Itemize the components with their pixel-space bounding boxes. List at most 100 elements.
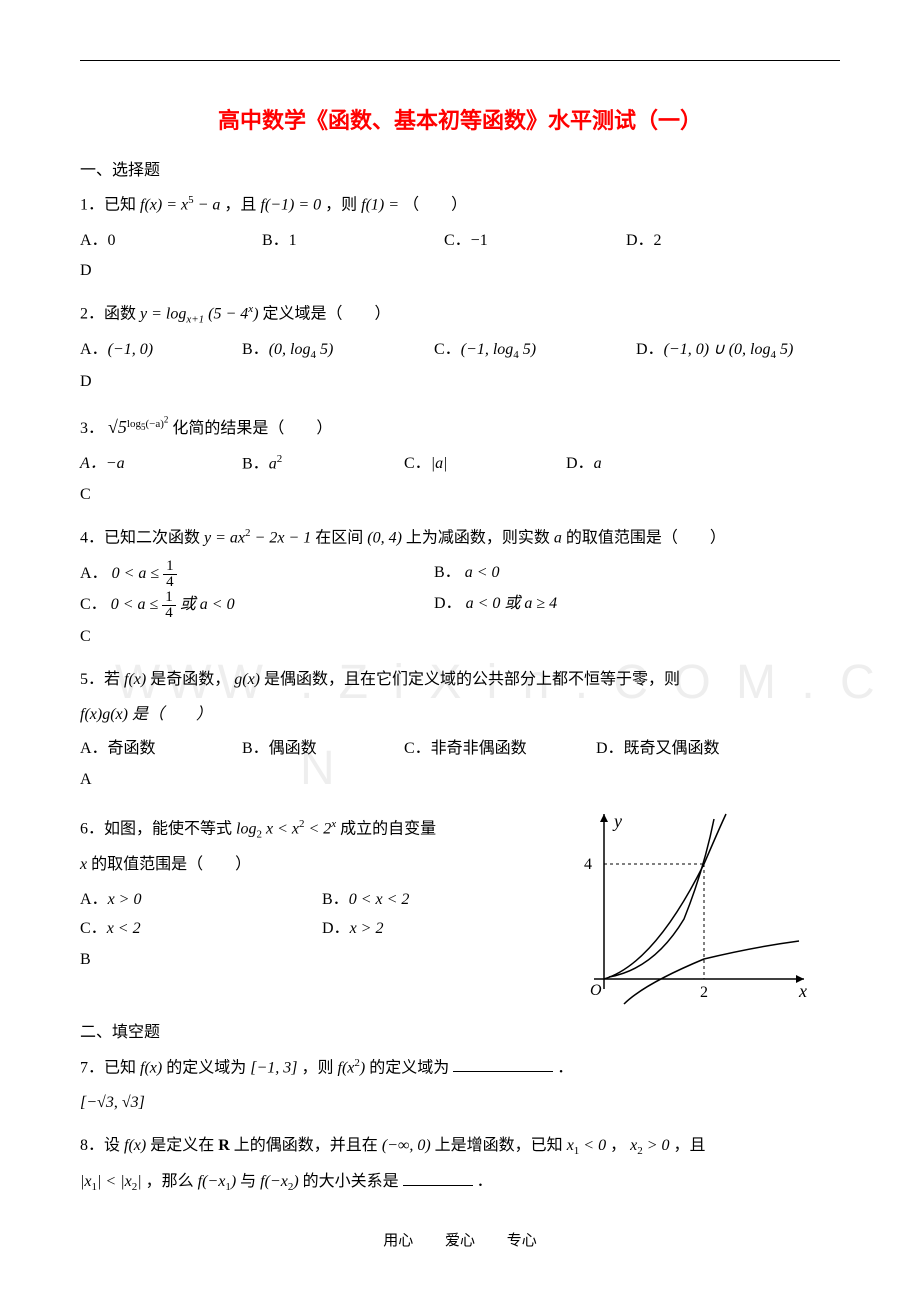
q4-int: (0, 4) <box>367 529 402 546</box>
q1-expr-post: − a <box>194 197 221 214</box>
q6-mid: x < x <box>266 820 299 837</box>
q8-line2: |x1| < |x2| ，那么 f(−x1) 与 f(−x2) 的大小关系是 ． <box>80 1168 840 1198</box>
q4-c-den: 4 <box>162 606 176 621</box>
q6-c-pre: C． <box>80 920 107 937</box>
q6-l2: 的取值范围是（ ） <box>91 856 251 873</box>
q4-stem: 4．已知二次函数 y = ax2 − 2x − 1 在区间 (0, 4) 上为减… <box>80 524 840 553</box>
q4-y: y = ax <box>204 529 245 546</box>
q3-a: A．−a <box>80 455 125 472</box>
q7-ans-mid: , <box>114 1094 122 1111</box>
q1-mid: ，且 <box>224 197 260 214</box>
q4-c-left: 0 < a ≤ <box>111 596 163 613</box>
q3-pre: 3． <box>80 420 104 437</box>
q8-fx2-close: ) <box>293 1173 298 1190</box>
q6-answer: B <box>80 946 540 975</box>
q3-exp-sup: 2 <box>164 414 169 424</box>
q2-c-pre: C． <box>434 341 461 358</box>
q4-d: a < 0 或 a ≥ 4 <box>466 595 558 612</box>
q5-f: f(x) <box>124 671 146 688</box>
q2-stem: 2．函数 y = logx+1 (5 − 4x) 定义域是（ ） <box>80 300 840 330</box>
q7-fx2: f(x <box>338 1059 355 1076</box>
q4-options: A． 0 < a ≤ 14 B． a < 0 C． 0 < a ≤ 14 或 a… <box>80 559 840 621</box>
q8-c1: < 0 <box>583 1137 606 1154</box>
section-1-label: 一、选择题 <box>80 157 840 186</box>
footer-b: 爱心 <box>445 1233 475 1249</box>
q3-opt-a: A．−a <box>80 450 200 479</box>
q1-opt-b: B．1 <box>262 227 402 256</box>
q8-R: R <box>218 1137 230 1154</box>
q3-exp: log5(−a)2 <box>127 418 168 430</box>
q7-period: ． <box>557 1059 573 1076</box>
q8-f: f(x) <box>124 1137 146 1154</box>
q7-mid: 的定义域为 <box>166 1059 250 1076</box>
q4-a: a <box>554 529 562 546</box>
q8-l2-close: | <box>137 1173 141 1190</box>
q4-pre: 4．已知二次函数 <box>80 529 204 546</box>
q5-opt-a: A．奇函数 <box>80 735 200 764</box>
q8-pre: 8．设 <box>80 1137 124 1154</box>
q4-opt-c: C． 0 < a ≤ 14 或 a < 0 <box>80 590 430 621</box>
q8-and: 与 <box>240 1173 260 1190</box>
q2-pre: 2．函数 <box>80 305 140 322</box>
q4-d-pre: D． <box>434 595 462 612</box>
q1-opt-d: D．2 <box>626 227 662 256</box>
q6-lt: < 2 <box>308 820 331 837</box>
q3-exp-pre: log <box>127 418 141 430</box>
q6-figure: y x O 2 4 <box>554 809 814 1009</box>
q4-opt-a: A． 0 < a ≤ 14 <box>80 559 430 590</box>
q8-period: ． <box>477 1173 493 1190</box>
q6-sub: 2 <box>256 829 262 841</box>
q8-comma: ， <box>610 1137 626 1154</box>
q1-cond: f(−1) = 0 <box>260 197 321 214</box>
q3-c: |a| <box>431 455 448 472</box>
q5-g: g(x) <box>234 671 260 688</box>
q1-stem: 1．已知 f(x) = x5 − a ，且 f(−1) = 0 ，则 f(1) … <box>80 191 840 220</box>
q4-c-pre: C． <box>80 596 107 613</box>
q4-a-pre: A． <box>80 565 108 582</box>
q8-fx1: f(−x <box>198 1173 226 1190</box>
q8-mid3: 上是增函数，已知 <box>435 1137 567 1154</box>
q3-tail: 化简的结果是（ ） <box>172 420 332 437</box>
q7-dom: [−1, 3] <box>250 1059 297 1076</box>
q8-fx1-close: ) <box>231 1173 236 1190</box>
q3-opt-b: B．a2 <box>242 450 362 479</box>
q3-options: A．−a B．a2 C．|a| D．a <box>80 450 840 479</box>
q6-tick-x: 2 <box>700 984 708 1001</box>
q2-b-tail: 5) <box>316 341 333 358</box>
q2-c-val: (−1, log <box>461 341 514 358</box>
q3-stem: 3． √5log5(−a)2 化简的结果是（ ） <box>80 411 840 444</box>
q6-a: x > 0 <box>108 891 142 908</box>
q1-target: f(1) = <box>361 197 399 214</box>
top-rule <box>80 60 840 61</box>
q4-b-pre: B． <box>434 564 461 581</box>
q4-answer: C <box>80 623 840 652</box>
q1-answer: D <box>80 257 840 286</box>
q4-tail: 的取值范围是（ ） <box>566 529 726 546</box>
q8-mid2: 上的偶函数，并且在 <box>234 1137 382 1154</box>
q8-fx2: f(−x <box>260 1173 288 1190</box>
q8-x1: x <box>567 1137 574 1154</box>
page-title: 高中数学《函数、基本初等函数》水平测试（一） <box>80 101 840 141</box>
q3-c-pre: C． <box>404 455 431 472</box>
footer-c: 专心 <box>507 1233 537 1249</box>
q2-b-val: (0, log <box>269 341 311 358</box>
footer: 用心 爱心 专心 <box>80 1228 840 1255</box>
q4-opt-d: D． a < 0 或 a ≥ 4 <box>434 590 784 619</box>
q2-answer: D <box>80 368 840 397</box>
q6-line2: x 的取值范围是（ ） <box>80 851 540 880</box>
q4-b: a < 0 <box>465 564 500 581</box>
q5-options: A．奇函数 B．偶函数 C．非奇非偶函数 D．既奇又偶函数 <box>80 735 840 764</box>
q8-mid1: 是定义在 <box>150 1137 218 1154</box>
q6-c: x < 2 <box>107 920 141 937</box>
q6-options: A．x > 0 B．0 < x < 2 C．x < 2 D．x > 2 <box>80 886 540 944</box>
q1-opt-a: A．0 <box>80 227 220 256</box>
q3-b-sup: 2 <box>277 453 283 465</box>
q5-stem: 5．若 f(x) 是奇函数， g(x) 是偶函数，且在它们定义域的公共部分上都不… <box>80 666 840 695</box>
q7-ans-close: ] <box>139 1094 145 1111</box>
q5-pre: 5．若 <box>80 671 124 688</box>
q6-tick-y: 4 <box>584 856 592 873</box>
footer-a: 用心 <box>383 1233 413 1249</box>
q7-answer: [−√3, √3] <box>80 1089 840 1118</box>
q7-fx2-close: ) <box>360 1059 365 1076</box>
q4-a-num: 1 <box>163 559 177 575</box>
